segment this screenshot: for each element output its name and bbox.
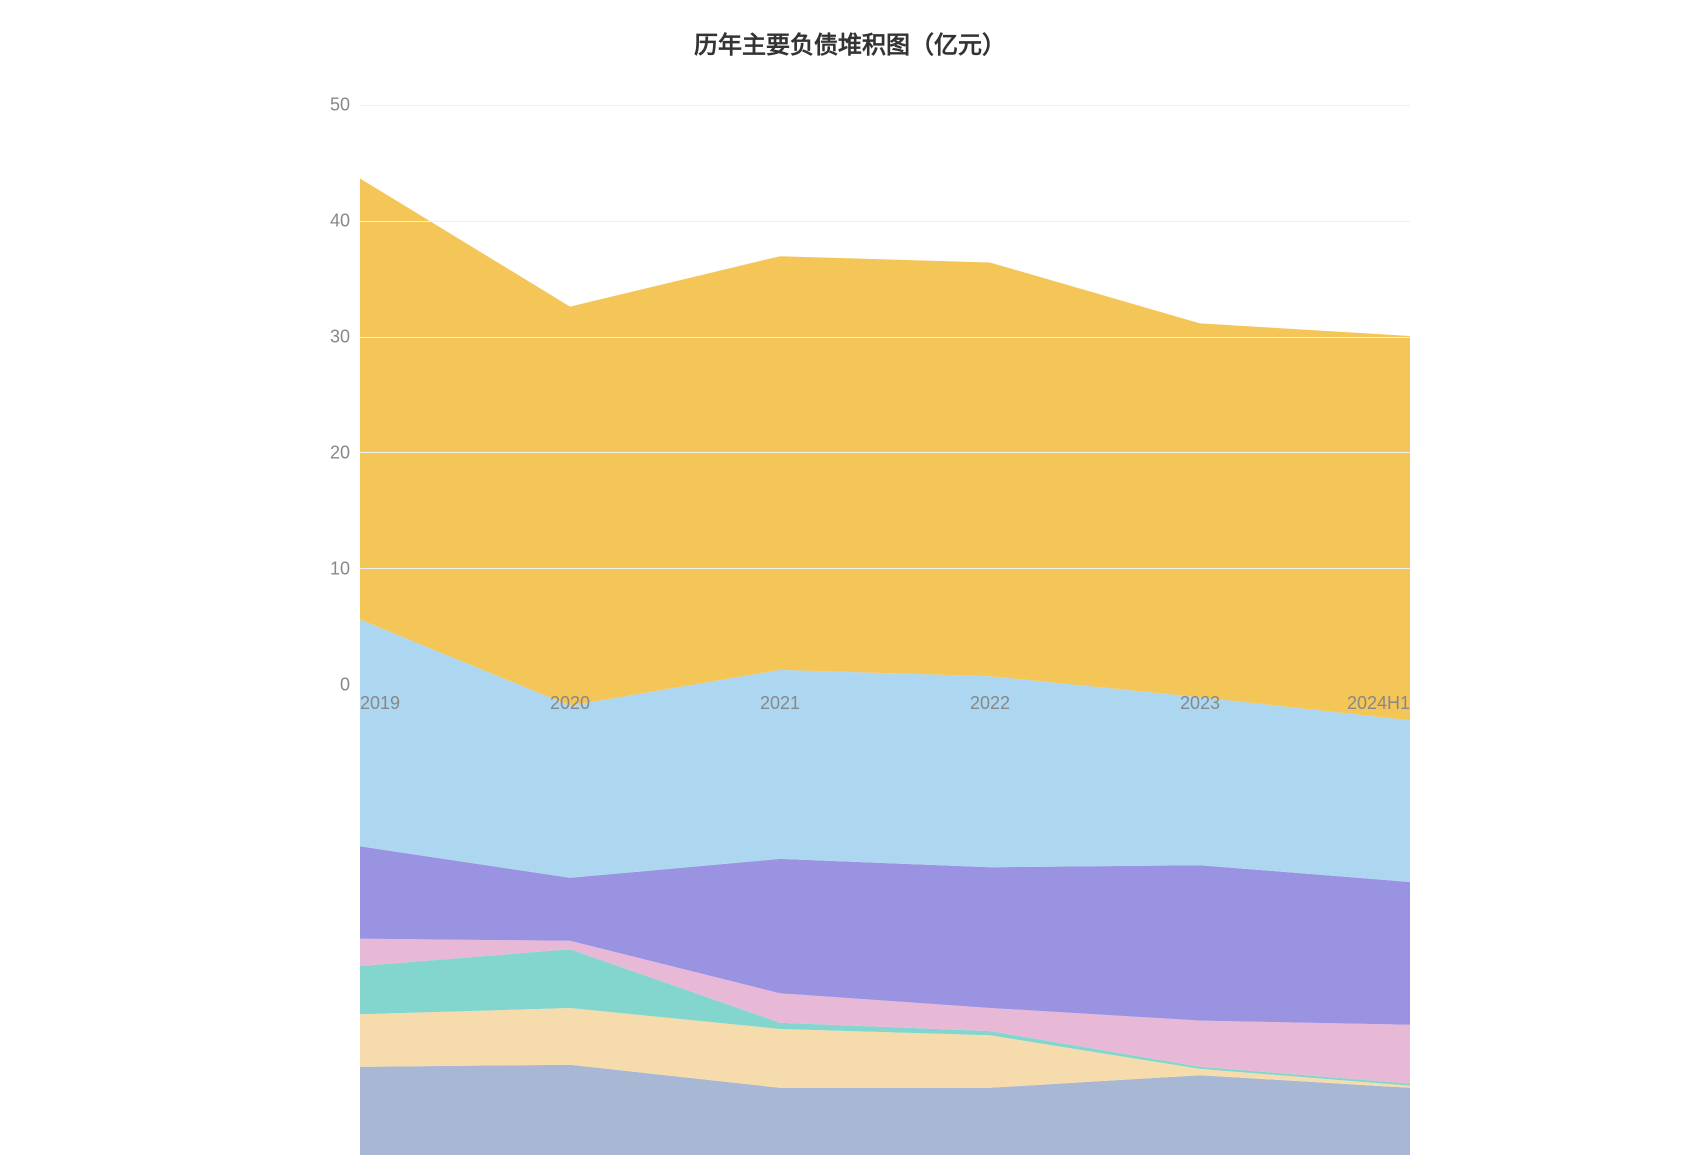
x-tick-label: 2020 [550,693,590,714]
gridline [360,337,1410,338]
gridline [360,221,1410,222]
x-tick-label: 2022 [970,693,1010,714]
gridline [360,452,1410,453]
y-tick-label: 50 [330,95,350,116]
gridline [360,105,1410,106]
stacked-area-chart: 历年主要负债堆积图（亿元） 01020304050 20192020202120… [160,0,1540,999]
gridline [360,568,1410,569]
y-tick-label: 20 [330,443,350,464]
stacked-areas-svg [360,105,1410,1155]
plot-area: 01020304050 [360,105,1410,685]
y-tick-label: 10 [330,559,350,580]
chart-title: 历年主要负债堆积图（亿元） [160,25,1540,60]
plot [360,105,1410,685]
y-tick-label: 0 [340,675,350,696]
area-series [360,179,1410,721]
y-tick-label: 30 [330,327,350,348]
x-axis: 2019 2020 2021 2022 2023 2024H1 [360,685,1410,725]
y-axis: 01020304050 [310,105,360,685]
x-tick-label: 2023 [1180,693,1220,714]
x-tick-label: 2021 [760,693,800,714]
x-tick-label: 2019 [360,693,400,714]
x-tick-label: 2024H1 [1347,693,1410,714]
y-tick-label: 40 [330,211,350,232]
